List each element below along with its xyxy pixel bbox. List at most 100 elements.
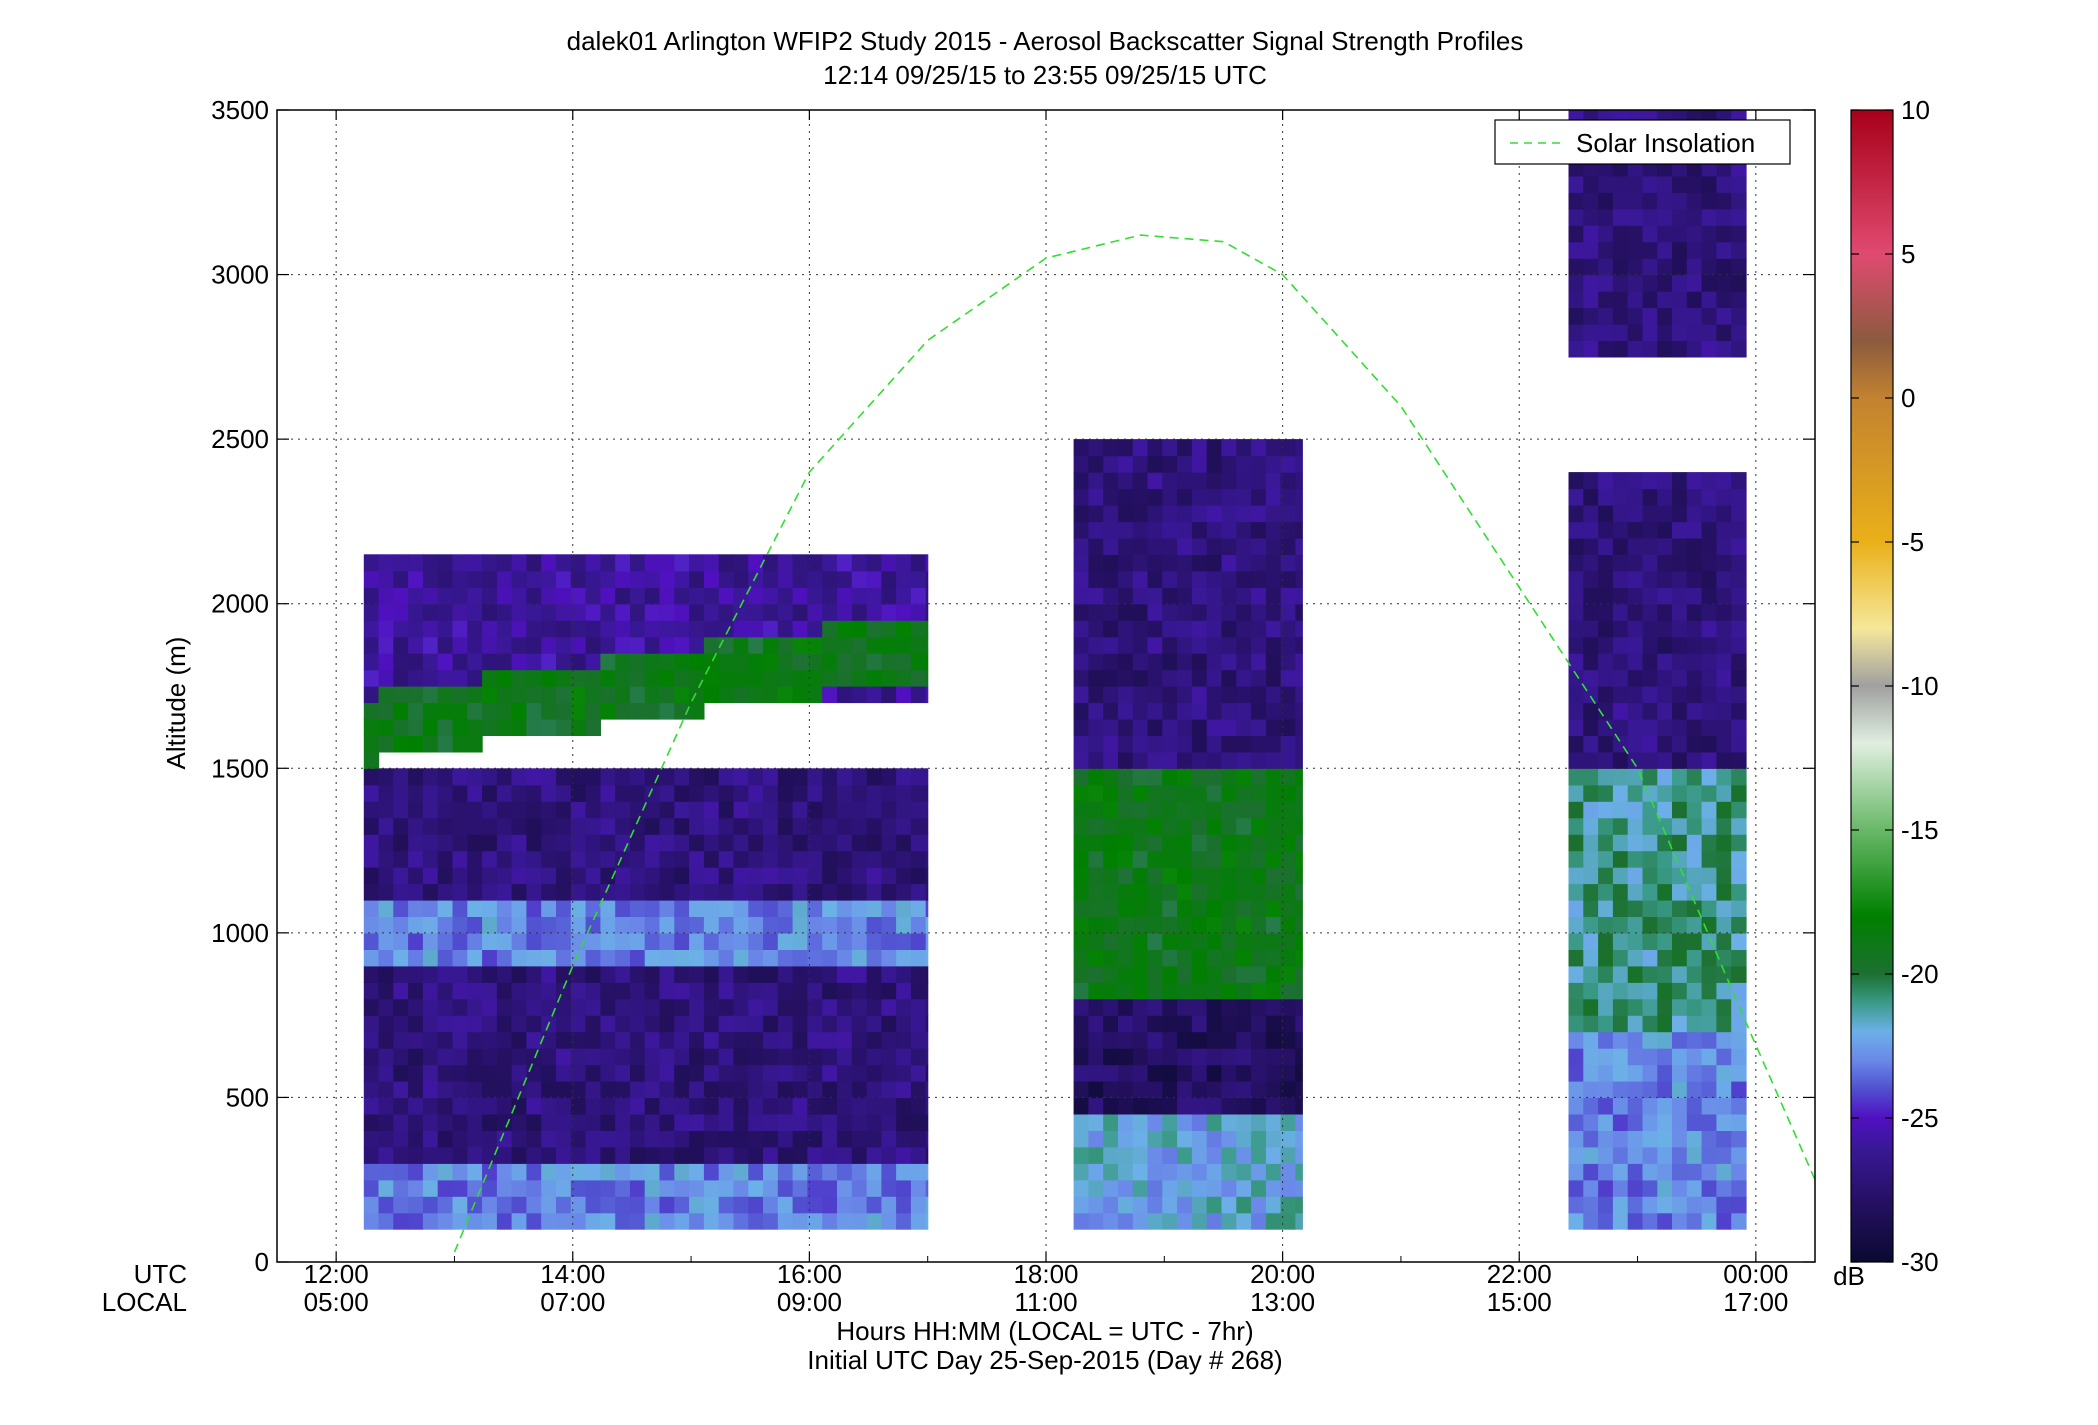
heatmap-cell <box>851 867 868 885</box>
heatmap-cell <box>378 801 394 819</box>
heatmap-cell <box>408 899 424 917</box>
heatmap-cell <box>437 1163 454 1181</box>
heatmap-cell <box>363 554 380 572</box>
heatmap-cell <box>1236 1130 1252 1148</box>
heatmap-cell <box>659 603 675 621</box>
heatmap-cell <box>1280 521 1296 539</box>
heatmap-cell <box>1221 620 1237 638</box>
heatmap-cell <box>896 998 912 1016</box>
heatmap-cell <box>851 784 868 802</box>
heatmap-cell <box>1598 686 1614 704</box>
heatmap-cell <box>1088 1130 1104 1148</box>
heatmap-cell <box>792 982 808 1000</box>
heatmap-cell <box>1701 998 1717 1016</box>
heatmap-cell <box>1162 620 1178 638</box>
heatmap-cell <box>1568 1163 1584 1181</box>
heatmap-cell <box>674 867 690 885</box>
heatmap-cell <box>1701 1031 1717 1049</box>
heatmap-cell <box>452 669 468 687</box>
heatmap-cell <box>1583 1179 1599 1197</box>
chart-title: dalek01 Arlington WFIP2 Study 2015 - Aer… <box>567 26 1524 56</box>
heatmap-cell <box>1073 554 1089 572</box>
heatmap-cell <box>422 603 439 621</box>
heatmap-cell <box>807 801 823 819</box>
heatmap-cell <box>570 620 587 638</box>
heatmap-cell <box>1295 735 1303 753</box>
heatmap-cell <box>1716 965 1732 983</box>
heatmap-cell <box>1672 1081 1688 1099</box>
heatmap-cell <box>1191 1146 1208 1164</box>
heatmap-cell <box>1132 1212 1149 1230</box>
heatmap-cell <box>718 916 735 934</box>
heatmap-cell <box>1627 899 1644 917</box>
heatmap-cell <box>556 916 572 934</box>
heatmap-cell <box>1073 867 1089 885</box>
heatmap-cell <box>1177 1048 1193 1066</box>
heatmap-cell <box>1088 718 1104 736</box>
colorbar-tick-label: -15 <box>1901 815 1939 845</box>
heatmap-cell <box>556 998 572 1016</box>
heatmap-cell <box>541 883 557 901</box>
heatmap-cell <box>792 603 808 621</box>
heatmap-cell <box>763 1113 779 1131</box>
heatmap-cell <box>422 932 439 950</box>
heatmap-cell <box>910 554 927 572</box>
heatmap-cell <box>1280 686 1296 704</box>
heatmap-cell <box>718 817 735 835</box>
heatmap-cell <box>1191 1097 1208 1115</box>
heatmap-cell <box>1147 1130 1163 1148</box>
heatmap-cell <box>1583 225 1599 243</box>
heatmap-cell <box>763 817 779 835</box>
heatmap-cell <box>1221 587 1237 605</box>
heatmap-cell <box>1236 1048 1252 1066</box>
heatmap-cell <box>363 965 380 983</box>
heatmap-cell <box>1672 1064 1688 1082</box>
heatmap-cell <box>1598 291 1614 309</box>
heatmap-cell <box>482 587 498 605</box>
heatmap-cell <box>925 1179 929 1197</box>
heatmap-cell <box>1280 603 1296 621</box>
heatmap-cell <box>1642 949 1658 967</box>
heatmap-cell <box>837 949 853 967</box>
heatmap-cell <box>1191 867 1208 885</box>
heatmap-cell <box>1598 834 1614 852</box>
heatmap-cell <box>837 653 853 671</box>
heatmap-cell <box>1612 1081 1629 1099</box>
heatmap-cell <box>910 817 927 835</box>
heatmap-cell <box>1177 1015 1193 1033</box>
heatmap-cell <box>851 965 868 983</box>
heatmap-cell <box>452 1163 468 1181</box>
heatmap-cell <box>437 1031 454 1049</box>
heatmap-cell <box>703 1163 720 1181</box>
heatmap-cell <box>851 1081 868 1099</box>
heatmap-cell <box>1642 965 1658 983</box>
heatmap-cell <box>630 1212 646 1230</box>
colorbar-tick-label: -30 <box>1901 1247 1939 1277</box>
heatmap-cell <box>630 603 646 621</box>
heatmap-cell <box>1583 488 1599 506</box>
heatmap-cell <box>1132 998 1149 1016</box>
heatmap-cell <box>1731 620 1747 638</box>
heatmap-cell <box>1103 1064 1119 1082</box>
heatmap-cell <box>718 801 735 819</box>
heatmap-cell <box>1657 653 1673 671</box>
heatmap-cell <box>615 998 631 1016</box>
heatmap-cell <box>1612 1015 1629 1033</box>
heatmap-cell <box>896 932 912 950</box>
heatmap-cell <box>1280 784 1296 802</box>
y-tick-label: 3000 <box>211 260 269 290</box>
heatmap-cell <box>1612 751 1629 769</box>
heatmap-cell <box>674 1146 690 1164</box>
heatmap-cell <box>925 834 929 852</box>
heatmap-cell <box>1132 653 1149 671</box>
heatmap-cell <box>1073 899 1089 917</box>
heatmap-cell <box>733 817 749 835</box>
heatmap-cell <box>1716 768 1732 786</box>
heatmap-cell <box>1191 1048 1208 1066</box>
heatmap-cell <box>378 1015 394 1033</box>
heatmap-cell <box>556 1048 572 1066</box>
heatmap-cell <box>1568 1081 1584 1099</box>
heatmap-cell <box>1731 1179 1747 1197</box>
heatmap-cell <box>1701 1064 1717 1082</box>
heatmap-cell <box>822 867 838 885</box>
